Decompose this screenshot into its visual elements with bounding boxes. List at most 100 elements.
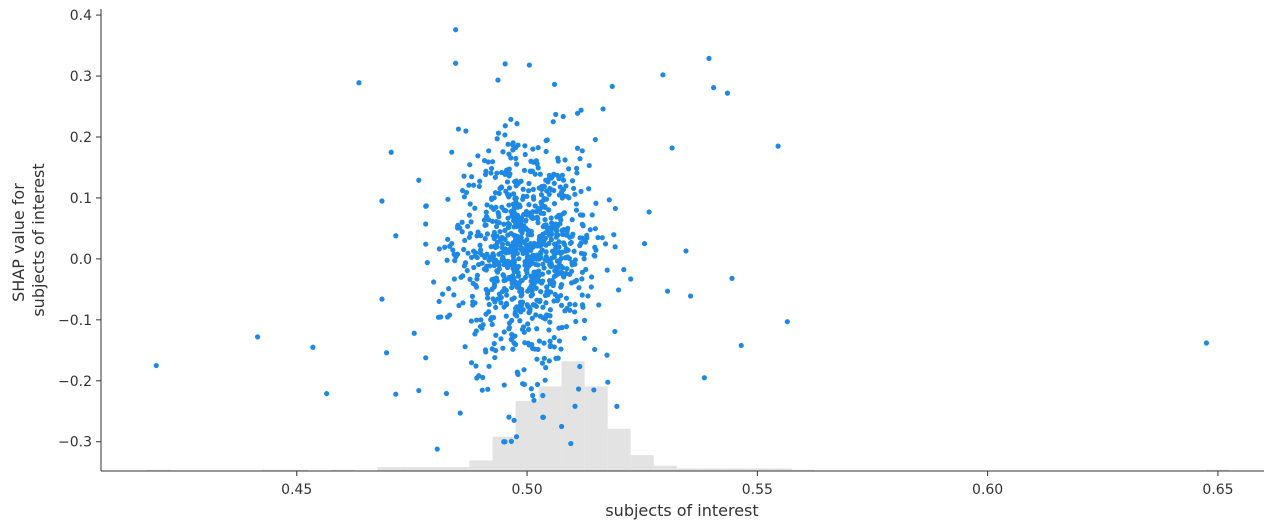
scatter-point: [551, 81, 558, 87]
scatter-point: [588, 284, 594, 290]
scatter-point: [554, 228, 560, 234]
scatter-point: [510, 253, 517, 260]
scatter-point: [454, 251, 461, 257]
scatter-point: [579, 148, 585, 154]
scatter-point: [492, 299, 498, 305]
scatter-point: [477, 242, 483, 248]
scatter-point: [570, 185, 577, 192]
scatter-point: [664, 288, 671, 294]
scatter-point: [577, 243, 583, 249]
scatter-point: [434, 446, 440, 452]
scatter-point: [505, 240, 511, 247]
scatter-point: [467, 276, 473, 282]
scatter-point: [502, 61, 508, 67]
scatter-point: [501, 277, 507, 284]
scatter-point: [505, 232, 511, 238]
scatter-point: [538, 192, 545, 198]
scatter-point: [484, 202, 490, 208]
scatter-point: [557, 264, 563, 270]
scatter-point: [596, 302, 602, 308]
scatter-point: [480, 374, 486, 381]
scatter-point: [563, 323, 570, 330]
scatter-point: [660, 72, 666, 78]
scatter-point: [706, 55, 712, 61]
scatter-point: [515, 142, 521, 148]
scatter-point: [547, 281, 553, 287]
scatter-point: [474, 317, 480, 323]
scatter-point: [562, 308, 568, 314]
scatter-point: [529, 288, 535, 294]
scatter-point: [526, 188, 532, 194]
scatter-point: [499, 257, 506, 263]
scatter-point: [535, 165, 541, 171]
scatter-point: [483, 214, 489, 220]
scatter-point: [482, 236, 488, 242]
scatter-point: [548, 289, 554, 295]
scatter-point: [496, 251, 502, 257]
scatter-point: [467, 201, 473, 207]
y-axis-ticks: −0.3 −0.2 −0.1 0.0 0.1 0.2 0.3 0.4: [58, 8, 101, 451]
scatter-point: [549, 225, 555, 232]
scatter-point: [517, 318, 523, 324]
scatter-point: [548, 175, 555, 181]
scatter-point: [539, 360, 546, 366]
scatter-point: [581, 317, 588, 324]
scatter-point: [540, 392, 546, 399]
scatter-point: [604, 267, 610, 273]
histogram-bar: [377, 467, 401, 471]
scatter-point: [494, 244, 500, 250]
scatter-point: [580, 223, 586, 229]
scatter-point: [502, 171, 508, 177]
scatter-point: [461, 263, 468, 269]
scatter-point: [543, 222, 549, 228]
scatter-point: [592, 346, 598, 353]
scatter-point: [535, 220, 541, 226]
scatter-point: [532, 203, 538, 209]
scatter-point: [255, 334, 261, 340]
histogram-bar: [400, 467, 424, 471]
scatter-point: [423, 241, 429, 247]
histogram-bar: [653, 465, 677, 471]
scatter-point: [489, 314, 495, 321]
scatter-point: [493, 223, 500, 230]
scatter-point: [580, 304, 586, 310]
scatter-point: [534, 356, 540, 362]
scatter-point: [483, 286, 489, 293]
scatter-point: [527, 308, 533, 314]
scatter-point: [612, 205, 618, 212]
scatter-point: [492, 174, 498, 180]
scatter-point: [503, 313, 509, 319]
scatter-point: [558, 302, 565, 308]
scatter-point: [553, 234, 559, 240]
scatter-point: [504, 264, 511, 271]
scatter-point: [568, 440, 574, 447]
scatter-point: [600, 106, 606, 112]
scatter-point: [503, 250, 509, 256]
scatter-point: [512, 311, 518, 317]
scatter-point: [511, 260, 517, 266]
scatter-point: [521, 367, 527, 373]
scatter-point: [487, 254, 493, 260]
scatter-point: [522, 262, 528, 268]
scatter-point: [543, 148, 549, 155]
scatter-point: [452, 258, 458, 264]
histogram-bar: [147, 469, 171, 471]
scatter-point: [551, 171, 557, 177]
scatter-point: [465, 250, 471, 256]
scatter-point: [517, 299, 524, 305]
scatter-point: [511, 295, 517, 301]
scatter-point: [453, 27, 459, 33]
scatter-point: [514, 233, 521, 240]
scatter-point: [545, 256, 551, 263]
scatter-point: [571, 248, 577, 254]
scatter-point: [580, 212, 586, 218]
scatter-point: [486, 363, 492, 369]
scatter-point: [511, 279, 518, 285]
scatter-point: [524, 250, 530, 257]
scatter-point: [586, 186, 592, 192]
scatter-point: [514, 121, 520, 127]
scatter-point: [551, 241, 558, 247]
scatter-point: [486, 301, 492, 308]
scatter-point: [569, 178, 576, 184]
scatter-point: [556, 338, 563, 344]
